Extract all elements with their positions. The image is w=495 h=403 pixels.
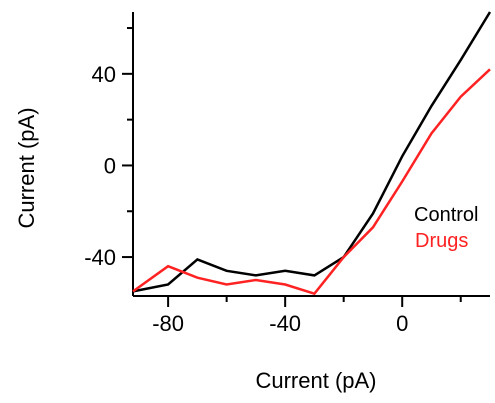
series-layer: [132, 11, 492, 296]
y-tick-label: 40: [92, 62, 116, 87]
x-tick-label: -40: [269, 311, 301, 336]
series-line-drugs: [132, 68, 491, 296]
legend-label-control: Control: [414, 204, 478, 226]
axes: -40 0 40 -80 -40 0: [84, 12, 490, 336]
x-tick-label: 0: [396, 311, 408, 336]
y-tick-label: 0: [104, 153, 116, 178]
y-axis-title: Current (pA): [14, 107, 39, 228]
y-tick-label: -40: [84, 245, 116, 270]
x-axis-title: Current (pA): [255, 368, 376, 393]
series-line-control: [132, 11, 492, 293]
legend-label-drugs: Drugs: [415, 230, 468, 252]
x-tick-label: -80: [152, 311, 184, 336]
